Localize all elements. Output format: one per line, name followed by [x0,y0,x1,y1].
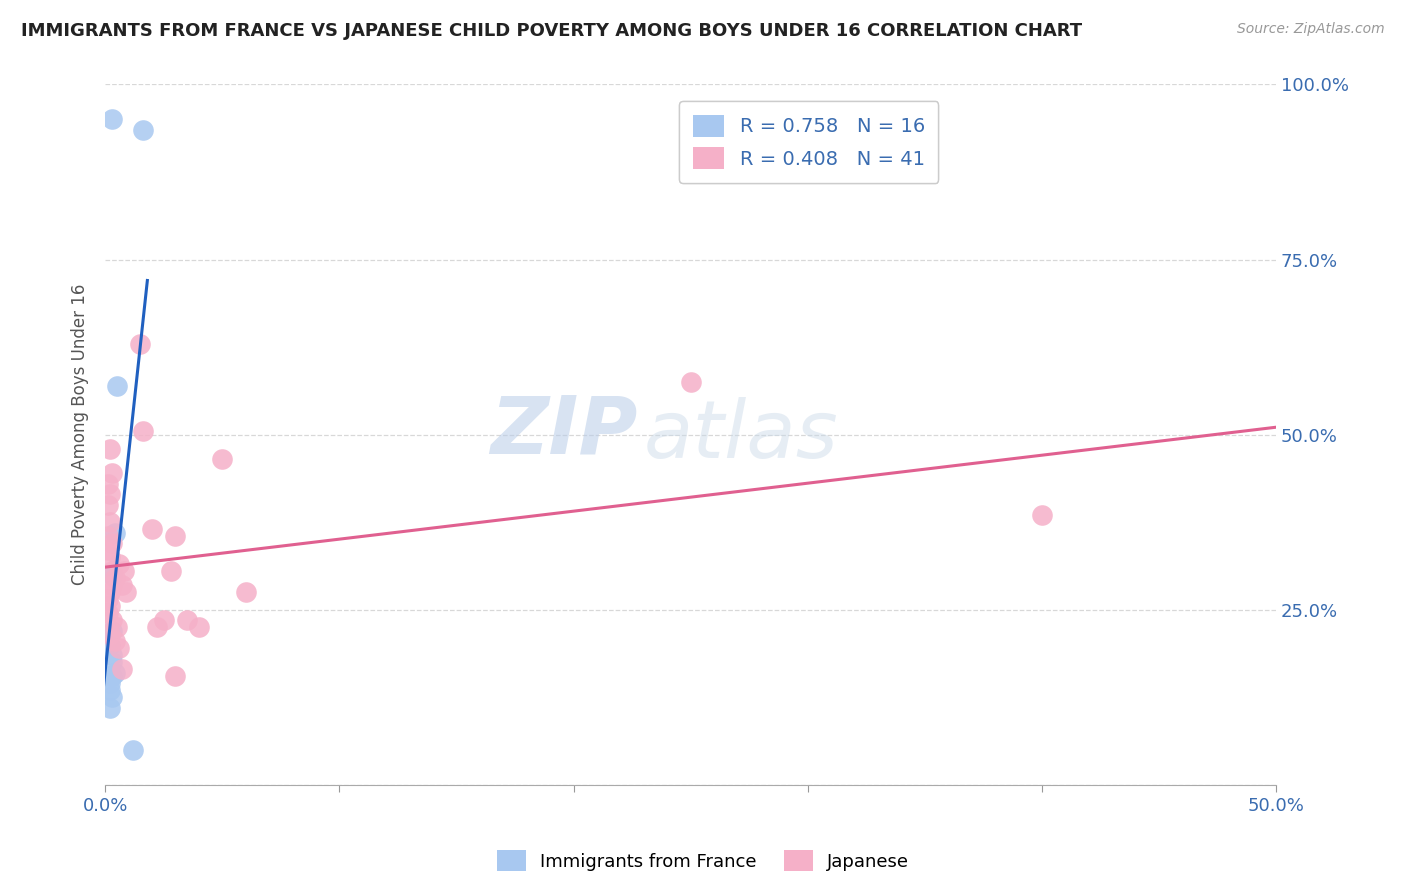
Point [96,543,118,558]
Point [110,578,132,592]
Point [103,665,125,680]
Point [101,624,124,638]
Text: ZIP: ZIP [491,392,638,470]
Point [108,641,131,656]
Point [122,743,145,757]
Point [131,424,153,438]
Point [187,620,209,634]
Point [105,378,128,392]
Point [98,550,121,565]
Point [145,620,167,634]
Point [96,529,118,543]
Point [96,592,118,607]
Point [98,585,121,599]
Point [176,613,198,627]
Point [105,620,128,634]
Legend: R = 0.758   N = 16, R = 0.408   N = 41: R = 0.758 N = 16, R = 0.408 N = 41 [679,101,938,183]
Point [101,648,124,663]
Point [101,466,124,480]
Point [101,669,124,683]
Point [112,564,135,578]
Point [679,375,702,389]
Point [98,515,121,529]
Text: atlas: atlas [644,397,838,475]
Point [152,613,174,627]
Point [96,476,118,491]
Point [101,567,124,582]
Point [98,487,121,501]
Point [110,662,132,676]
Point [101,536,124,550]
Point [235,585,257,599]
Point [103,525,125,540]
Point [98,627,121,641]
Legend: Immigrants from France, Japanese: Immigrants from France, Japanese [489,843,917,879]
Point [141,522,163,536]
Point [96,606,118,620]
Text: Source: ZipAtlas.com: Source: ZipAtlas.com [1237,22,1385,37]
Point [165,669,187,683]
Point [129,336,152,351]
Point [1031,508,1053,523]
Point [165,529,187,543]
Point [98,700,121,714]
Text: IMMIGRANTS FROM FRANCE VS JAPANESE CHILD POVERTY AMONG BOYS UNDER 16 CORRELATION: IMMIGRANTS FROM FRANCE VS JAPANESE CHILD… [21,22,1083,40]
Point [98,676,121,690]
Point [98,638,121,652]
Point [98,599,121,614]
Point [98,442,121,456]
Point [159,564,181,578]
Point [101,690,124,705]
Point [101,112,124,127]
Point [98,683,121,698]
Point [108,557,131,571]
Point [103,634,125,648]
Point [96,498,118,512]
Point [103,571,125,585]
Point [101,655,124,669]
Y-axis label: Child Poverty Among Boys Under 16: Child Poverty Among Boys Under 16 [72,284,89,585]
Point [131,123,153,137]
Point [101,564,124,578]
Point [211,452,233,467]
Point [115,585,138,599]
Point [101,578,124,592]
Point [101,613,124,627]
